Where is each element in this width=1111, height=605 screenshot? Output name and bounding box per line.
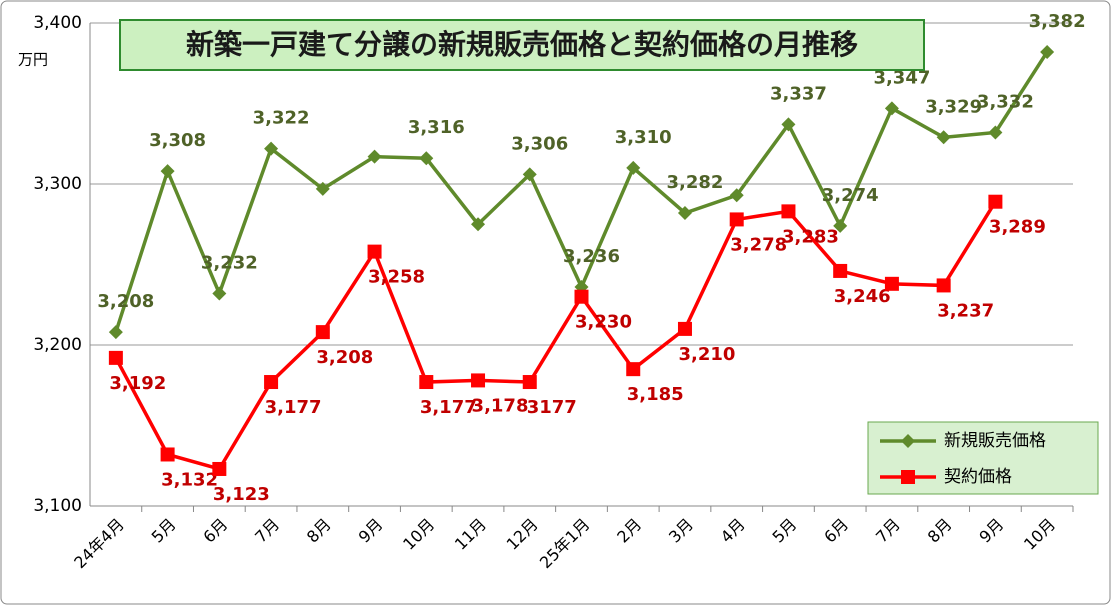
point xyxy=(315,325,330,340)
point xyxy=(677,205,692,220)
point xyxy=(108,325,123,340)
data-label: 3,283 xyxy=(782,226,839,247)
data-label: 3,210 xyxy=(679,344,736,365)
data-label: 3,123 xyxy=(213,484,270,505)
data-label: 3,230 xyxy=(575,312,632,333)
data-label: 3,236 xyxy=(563,246,620,267)
point xyxy=(471,217,486,232)
point xyxy=(1040,44,1055,59)
point xyxy=(626,362,641,377)
data-label: 3,208 xyxy=(97,291,154,312)
point xyxy=(988,194,1003,209)
point xyxy=(367,244,382,259)
data-label: 3,282 xyxy=(667,172,724,193)
data-label: 3,322 xyxy=(253,108,310,129)
point xyxy=(884,276,899,291)
data-label: 3,306 xyxy=(511,133,568,154)
data-label: 3,337 xyxy=(770,83,827,104)
point xyxy=(522,375,537,390)
point xyxy=(677,321,692,336)
point xyxy=(781,117,796,132)
data-label: 3,208 xyxy=(316,347,373,368)
point xyxy=(315,181,330,196)
point xyxy=(264,375,279,390)
point xyxy=(729,212,744,227)
point xyxy=(936,130,951,145)
legend-marker xyxy=(901,434,915,448)
data-label: 3,192 xyxy=(109,373,166,394)
point xyxy=(212,286,227,301)
data-label: 3,177 xyxy=(420,397,477,418)
data-label: 3,289 xyxy=(989,217,1046,238)
data-label: 3,278 xyxy=(730,234,787,255)
chart-title: 新築一戸建て分譲の新規販売価格と契約価格の月推移 xyxy=(186,28,858,61)
data-label: 3,329 xyxy=(925,96,982,117)
data-label: 3,347 xyxy=(873,67,930,88)
point xyxy=(729,188,744,203)
data-label: 3,316 xyxy=(408,117,465,138)
y-tick-label: 3,100 xyxy=(33,496,82,516)
data-label: 3,232 xyxy=(201,252,258,273)
point xyxy=(160,164,175,179)
data-label: 3,308 xyxy=(149,130,206,151)
data-label: 3177 xyxy=(527,397,577,418)
point xyxy=(833,263,848,278)
title-box xyxy=(119,19,925,71)
data-label: 3,237 xyxy=(937,300,994,321)
point xyxy=(419,151,434,166)
data-label: 3,246 xyxy=(834,286,891,307)
data-label: 3,332 xyxy=(977,91,1034,112)
point xyxy=(936,278,951,293)
point xyxy=(212,461,227,476)
point xyxy=(522,167,537,182)
data-label: 3,258 xyxy=(368,267,425,288)
y-tick-label: 3,300 xyxy=(33,174,82,194)
data-label: 3,185 xyxy=(627,384,684,405)
data-label: 3,274 xyxy=(822,185,879,206)
point xyxy=(626,160,641,175)
point xyxy=(988,125,1003,140)
point xyxy=(108,350,123,365)
point xyxy=(884,101,899,116)
point xyxy=(264,141,279,156)
data-label: 3,310 xyxy=(615,127,672,148)
y-tick-label: 3,400 xyxy=(33,13,82,33)
legend-marker xyxy=(901,470,915,484)
point xyxy=(419,375,434,390)
legend-label: 契約価格 xyxy=(944,467,1012,487)
data-label: 3,382 xyxy=(1029,11,1086,32)
point xyxy=(833,218,848,233)
data-label: 3,177 xyxy=(265,397,322,418)
data-label: 3,132 xyxy=(161,469,218,490)
data-label: 3,178 xyxy=(472,395,529,416)
point xyxy=(367,149,382,164)
series-line xyxy=(114,200,997,472)
legend-label: 新規販売価格 xyxy=(944,431,1046,451)
point xyxy=(160,447,175,462)
point xyxy=(471,373,486,388)
point xyxy=(781,204,796,219)
y-unit: 万円 xyxy=(18,51,48,69)
point xyxy=(574,289,589,304)
y-tick-label: 3,200 xyxy=(33,335,82,355)
